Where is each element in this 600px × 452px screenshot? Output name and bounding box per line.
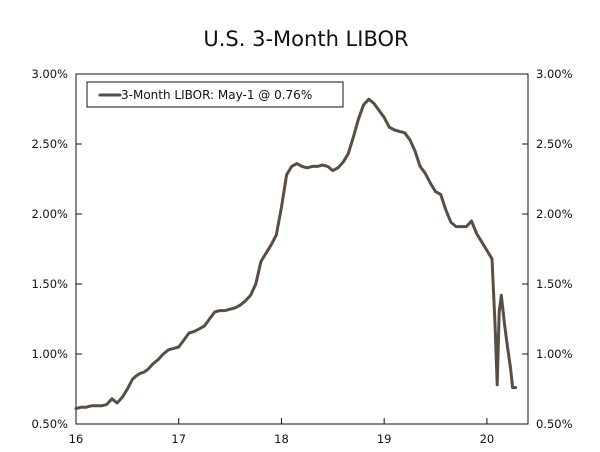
- y-tick-label-right: 2.00%: [536, 207, 573, 221]
- x-tick-label: 16: [69, 432, 84, 446]
- legend-box: [86, 81, 344, 108]
- plot-area: 0.50% 0.50% 1.00% 1.00% 1.50% 1.50% 2.00% 2.00%…: [31, 67, 572, 446]
- y-tick-label-left: 1.00%: [31, 347, 68, 361]
- y-tick-label-left: 0.50%: [31, 417, 68, 431]
- y-tick-label-left: 2.50%: [31, 137, 68, 151]
- legend-label: 3-Month LIBOR: May-1 @ 0.76%: [121, 88, 312, 102]
- y-tick-label-left: 3.00%: [31, 67, 68, 81]
- x-tick-label: 20: [480, 432, 495, 446]
- y-tick-label-right: 1.50%: [536, 277, 573, 291]
- x-tick-label: 18: [274, 432, 289, 446]
- y-tick-label-right: 3.00%: [536, 67, 573, 81]
- chart-title: U.S. 3-Month LIBOR: [203, 27, 408, 51]
- y-tick-label-left: 2.00%: [31, 207, 68, 221]
- plot-frame: [75, 73, 529, 425]
- y-tick-label-right: 2.50%: [536, 137, 573, 151]
- x-tick-label: 17: [171, 432, 186, 446]
- y-tick-label-right: 0.50%: [536, 417, 573, 431]
- series-line-libor: [74, 97, 518, 411]
- x-tick-label: 19: [377, 432, 392, 446]
- y-tick-label-left: 1.50%: [31, 277, 68, 291]
- y-tick-label-right: 1.00%: [536, 347, 573, 361]
